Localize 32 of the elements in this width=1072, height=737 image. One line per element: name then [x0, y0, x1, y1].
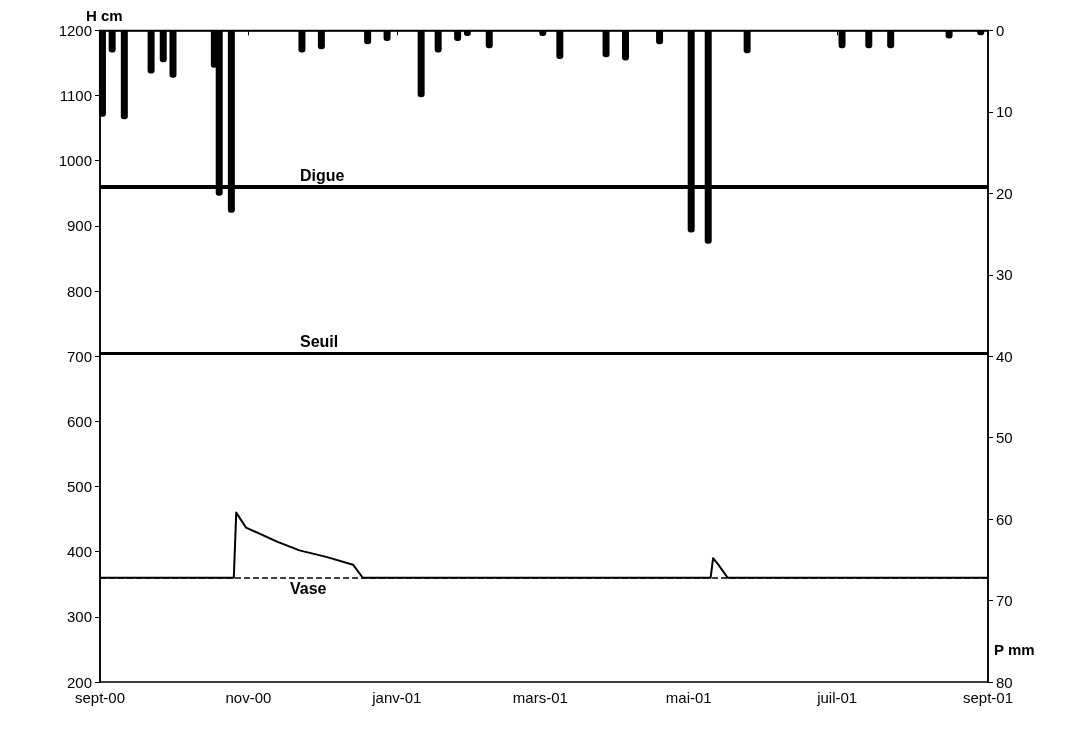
x-tick-label: nov-00 [225, 689, 272, 706]
x-tick-label: sept-01 [962, 689, 1014, 706]
x-tick-label: juil-01 [816, 689, 858, 706]
y2-tick-label: 50 [996, 429, 1013, 447]
x-tick-label: mars-01 [512, 689, 568, 706]
y-tick-label: 900 [66, 217, 92, 235]
y-tick-label: 1000 [58, 152, 92, 170]
ref-line-label: Vase [290, 580, 327, 598]
y-tick-label: 200 [66, 673, 92, 691]
y-tick-label: 400 [66, 543, 92, 561]
x-tick-label: sept-00 [74, 689, 126, 706]
y-tick-label: 300 [66, 608, 92, 626]
y-tick-label: 600 [66, 412, 92, 430]
y2-tick-label: 70 [996, 592, 1013, 610]
ref-line-label: Seuil [300, 333, 339, 351]
y-tick-label: 1100 [59, 87, 92, 105]
y-tick-label: 500 [66, 478, 92, 496]
y2-tick-label: 10 [996, 103, 1013, 121]
y-tick-label: 800 [66, 282, 92, 300]
y2-tick-label: 60 [996, 510, 1013, 528]
y2-tick-label: 30 [996, 266, 1013, 284]
y2-axis-title: P mm [994, 641, 1035, 658]
x-tick-label: mai-01 [665, 689, 712, 706]
y-axis-title: H cm [86, 7, 123, 24]
y2-tick-label: 40 [996, 347, 1013, 365]
y2-tick-label: 20 [996, 184, 1013, 202]
x-tick-label: janv-01 [371, 689, 422, 706]
y-tick-label: 1200 [58, 21, 92, 39]
y-tick-label: 700 [66, 347, 92, 365]
y2-tick-label: 0 [996, 21, 1005, 39]
y2-tick-label: 80 [996, 673, 1013, 691]
ref-line-label: Digue [300, 167, 345, 185]
